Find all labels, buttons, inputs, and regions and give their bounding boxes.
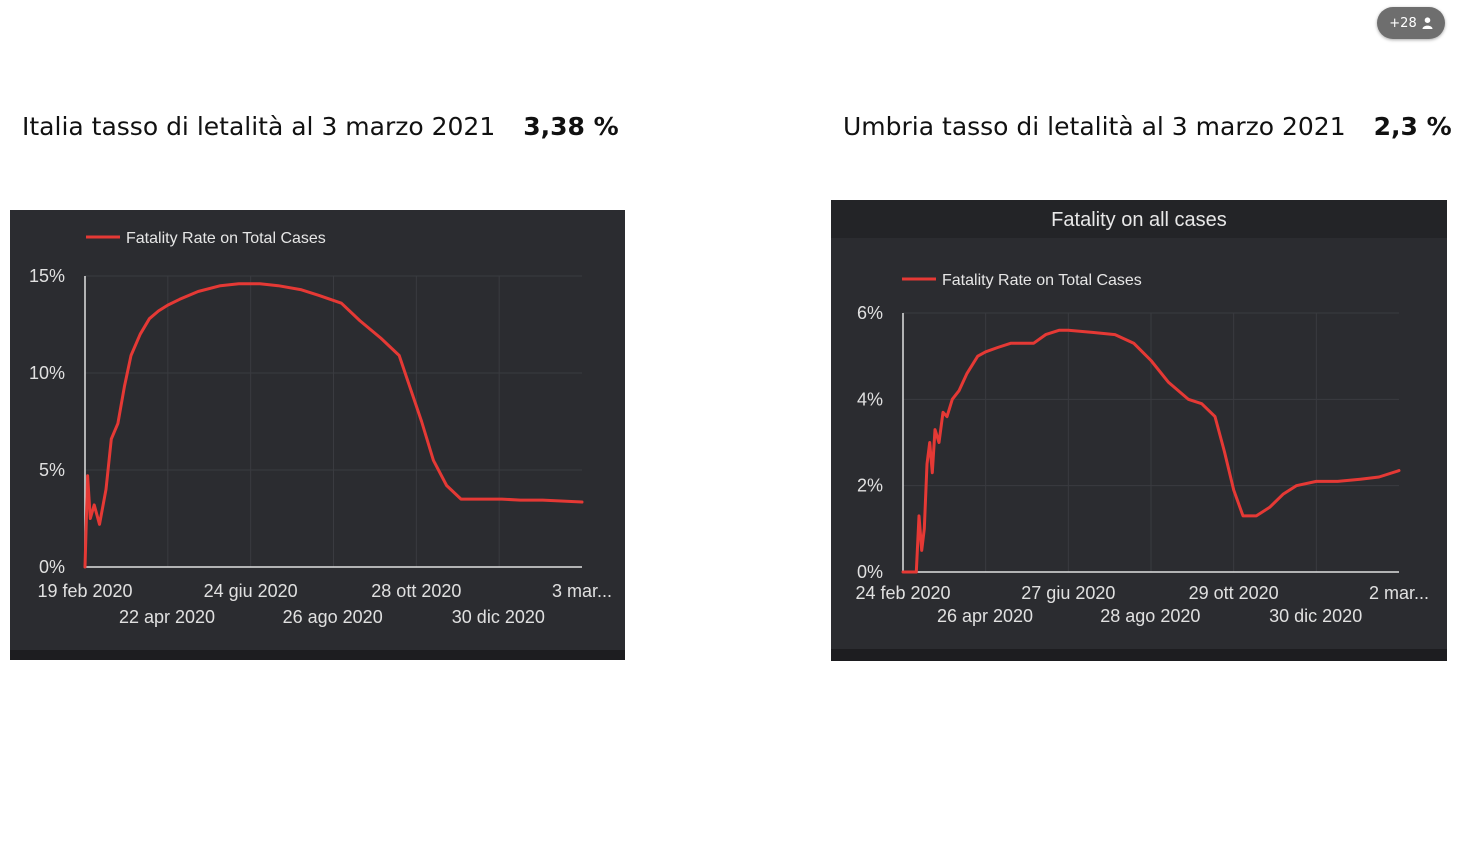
italia-x-tick-label: 22 apr 2020 (119, 607, 215, 627)
participants-count: +28 (1389, 15, 1417, 31)
italia-fatality-chart: Fatality Rate on Total Cases 0% 5% 10% 15% 19… (29, 230, 612, 627)
italia-legend-label: Fatality Rate on Total Cases (126, 230, 326, 247)
umbria-y-tick-label: 6% (857, 303, 883, 323)
italia-series-line (83, 282, 584, 569)
umbria-x-tick-label: 2 mar... (1369, 583, 1429, 603)
umbria-x-tick-label: 28 ago 2020 (1100, 606, 1200, 626)
italia-fatality-value: 3,38 % (523, 112, 619, 141)
umbria-y-tick-label: 4% (857, 389, 883, 409)
umbria-x-tick-label: 30 dic 2020 (1269, 606, 1362, 626)
italia-x-tick-label: 3 mar... (552, 581, 612, 601)
umbria-x-tick-label: 26 apr 2020 (937, 606, 1033, 626)
umbria-fatality-chart: Fatality Rate on Total Cases 0% 2% 4% 6% 24 f… (855, 272, 1429, 626)
person-icon (1422, 17, 1433, 29)
italia-y-tick-label: 5% (39, 460, 65, 480)
italia-x-tick-label: 28 ott 2020 (371, 581, 461, 601)
umbria-y-tick-label: 0% (857, 562, 883, 582)
umbria-heading-text: Umbria tasso di letalità al 3 marzo 2021 (843, 112, 1346, 141)
italia-x-tick-label: 26 ago 2020 (283, 607, 383, 627)
umbria-x-tick-label: 24 feb 2020 (855, 583, 950, 603)
italia-y-tick-label: 15% (29, 266, 65, 286)
italia-y-tick-label: 10% (29, 363, 65, 383)
italia-x-tick-label: 30 dic 2020 (452, 607, 545, 627)
umbria-chart-title: Fatality on all cases (831, 200, 1447, 238)
italia-heading: Italia tasso di letalità al 3 marzo 2021… (22, 112, 619, 141)
umbria-series-line (901, 328, 1401, 574)
umbria-fatality-value: 2,3 % (1373, 112, 1452, 141)
umbria-legend-label: Fatality Rate on Total Cases (942, 272, 1142, 289)
italia-x-tick-label: 24 giu 2020 (204, 581, 298, 601)
umbria-x-tick-label: 27 giu 2020 (1021, 583, 1115, 603)
umbria-heading: Umbria tasso di letalità al 3 marzo 2021… (843, 112, 1452, 141)
italia-y-tick-label: 0% (39, 557, 65, 577)
participants-badge[interactable]: +28 (1377, 7, 1445, 39)
italia-x-tick-label: 19 feb 2020 (37, 581, 132, 601)
umbria-y-tick-label: 2% (857, 476, 883, 496)
umbria-chart-panel: Fatality on all cases Fatality Rate on T… (831, 200, 1447, 661)
italia-chart-panel: Fatality Rate on Total Cases 0% 5% 10% 15% 19… (10, 210, 625, 660)
umbria-x-tick-label: 29 ott 2020 (1189, 583, 1279, 603)
italia-heading-text: Italia tasso di letalità al 3 marzo 2021 (22, 112, 496, 141)
